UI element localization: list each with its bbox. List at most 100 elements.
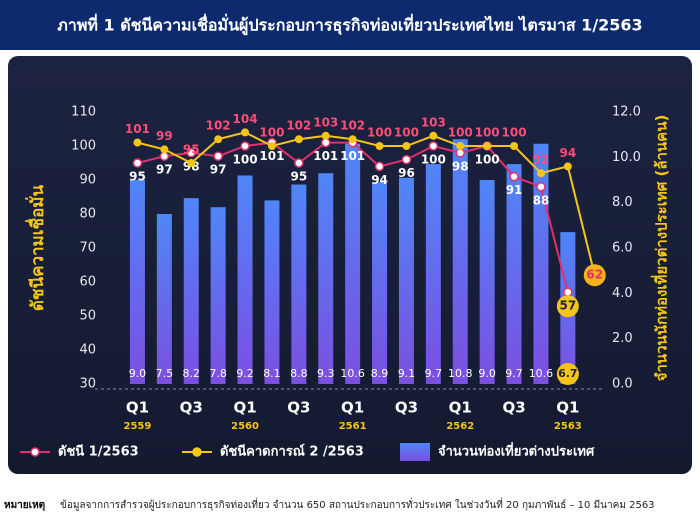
point <box>133 138 142 147</box>
point <box>321 131 330 140</box>
point-value-label: 104 <box>233 112 258 126</box>
point <box>402 142 411 150</box>
label-badge <box>556 363 579 385</box>
y2-tick-label: 8.0 <box>612 195 633 210</box>
point-value-label: 100 <box>502 126 527 140</box>
point <box>563 162 572 171</box>
point-value-label: 100 <box>367 126 392 140</box>
y-tick-label: 100 <box>71 139 96 154</box>
y2-tick-label: 12.0 <box>612 105 641 120</box>
bar <box>452 139 468 384</box>
point-value-label: 102 <box>206 119 231 133</box>
y2-tick-label: 0.0 <box>612 377 633 392</box>
point <box>267 142 276 150</box>
point-value-label: 95 <box>183 143 200 157</box>
point <box>509 171 519 182</box>
x-tick-label: Q1 <box>556 399 579 417</box>
point-value-label: 100 <box>394 126 419 140</box>
point <box>429 131 438 140</box>
point-value-label: 99 <box>156 129 173 143</box>
x-tick-label: Q1 <box>126 399 149 417</box>
y2-tick-label: 10.0 <box>612 150 641 165</box>
x-year-label: 2562 <box>446 421 474 432</box>
point-value-label: 94 <box>559 146 576 160</box>
point <box>563 287 573 297</box>
bar <box>345 143 361 384</box>
point <box>187 159 196 167</box>
x-tick-label: Q1 <box>341 399 364 417</box>
y-axis-label: ดัชนีความเชื่อมั่น <box>25 184 48 311</box>
point <box>294 158 304 168</box>
x-tick-label: Q1 <box>449 399 472 417</box>
point-value-label: 101 <box>259 149 284 163</box>
x-year-label: 2561 <box>339 421 367 432</box>
legend-label: จำนวนท่องเที่ยวต่างประเทศ <box>438 442 595 460</box>
point <box>294 135 303 144</box>
bar <box>372 182 388 384</box>
point-value-label: 101 <box>313 149 338 163</box>
x-tick-label: Q1 <box>233 399 256 417</box>
point-value-label: 102 <box>286 119 311 133</box>
x-tick-label: Q3 <box>287 399 310 417</box>
point <box>510 142 519 150</box>
point <box>428 141 439 151</box>
point-value-label: 100 <box>475 126 500 140</box>
x-tick-label: Q3 <box>180 399 203 417</box>
y-tick-label: 80 <box>79 207 96 222</box>
point <box>456 142 465 150</box>
legend-label: ดัชนี 1/2563 <box>58 444 139 460</box>
point <box>536 169 545 178</box>
point-value-label: 96 <box>398 166 415 180</box>
bar-value-label: 9.3 <box>317 367 335 380</box>
point <box>374 161 385 172</box>
point-value-label: 91 <box>506 183 523 197</box>
header-bar <box>0 0 700 50</box>
legend-label: ดัชนีคาดการณ์ 2 /2563 <box>220 444 364 460</box>
point-value-label: 97 <box>210 163 227 177</box>
point <box>240 141 250 151</box>
bar-value-label: 9.0 <box>478 367 496 380</box>
point-value-label: 95 <box>290 170 307 184</box>
point <box>160 145 169 154</box>
bar-value-label: 9.7 <box>505 367 523 380</box>
y-tick-label: 60 <box>79 275 96 290</box>
point-value-label: 100 <box>475 153 500 167</box>
y2-tick-label: 4.0 <box>612 286 633 301</box>
bar <box>129 180 145 384</box>
point-value-label: 103 <box>421 115 446 129</box>
bar-value-label: 8.9 <box>371 367 389 380</box>
chart-title: ภาพที่ 1 ดัชนีความเชื่อมั่นผู้ประกอบการธ… <box>57 14 642 37</box>
y-tick-label: 40 <box>79 343 96 358</box>
bar <box>183 198 199 384</box>
bar <box>425 164 441 384</box>
y2-tick-label: 2.0 <box>612 331 633 346</box>
x-year-label: 2560 <box>231 421 259 432</box>
bar <box>156 214 172 384</box>
bar <box>533 143 549 384</box>
bar-value-label: 9.0 <box>129 367 147 380</box>
point-value-label: 101 <box>125 122 150 136</box>
bar-value-label: 8.2 <box>183 367 201 380</box>
bar-value-label: 9.1 <box>398 367 416 380</box>
bar <box>291 184 307 384</box>
point <box>536 182 546 192</box>
point-value-label: 97 <box>156 163 173 177</box>
bar <box>264 200 280 384</box>
x-tick-label: Q3 <box>395 399 418 417</box>
point-value-label: 100 <box>259 126 284 140</box>
bar <box>398 177 414 384</box>
point-value-label: 62 <box>586 268 603 282</box>
point-value-label: 101 <box>340 149 365 163</box>
bar-value-label: 9.2 <box>236 367 254 380</box>
point <box>214 135 223 144</box>
point <box>132 158 143 168</box>
x-year-label: 2559 <box>124 421 152 432</box>
bar <box>237 175 253 384</box>
bar <box>506 164 522 384</box>
point-value-label: 100 <box>421 153 446 167</box>
bar-value-label: 8.1 <box>263 367 281 380</box>
y-tick-label: 30 <box>79 377 96 392</box>
point-value-label: 88 <box>533 193 550 207</box>
point-value-label: 92 <box>533 153 550 167</box>
